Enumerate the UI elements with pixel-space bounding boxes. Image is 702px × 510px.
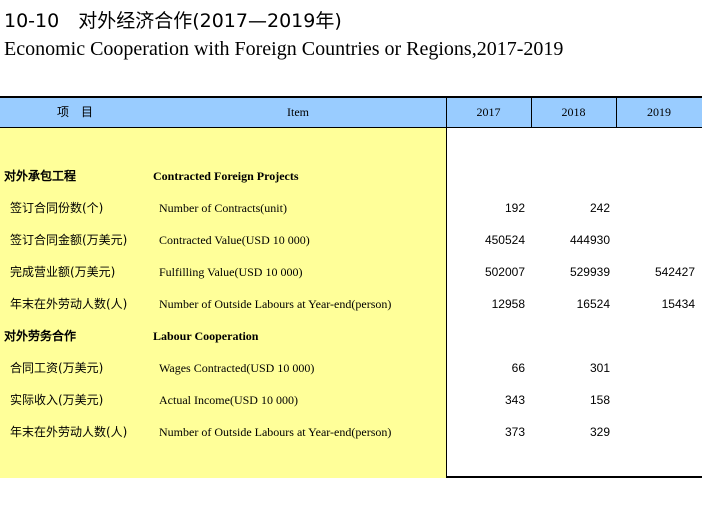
- value-cell-2018: [530, 320, 610, 352]
- value-cell-2018: 444930: [569, 233, 610, 247]
- header-year-2017: 2017: [476, 105, 501, 119]
- section-label-chinese: 对外承包工程: [4, 169, 77, 183]
- value-cell-2017: 66: [511, 361, 525, 375]
- section-label-english: Labour Cooperation: [153, 329, 259, 343]
- row-label-english: Actual Income(USD 10 000): [159, 393, 298, 407]
- value-cell-2017: [445, 320, 525, 352]
- header-year-2019: 2019: [647, 105, 671, 119]
- value-cell-2019: 542427: [654, 265, 695, 279]
- row-label-english: Number of Outside Labours at Year-end(pe…: [159, 297, 392, 311]
- row-label-chinese: 签订合同份数(个): [10, 201, 104, 215]
- section-label-english: Contracted Foreign Projects: [153, 169, 299, 183]
- page-title-chinese: 10-10 对外经济合作(2017—2019年): [4, 10, 342, 32]
- value-cell-2019: [615, 416, 695, 448]
- table-row: 签订合同金额(万美元) Contracted Value(USD 10 000) 4…: [0, 224, 702, 256]
- section-label-chinese: 对外劳务合作: [4, 329, 77, 343]
- value-cell-2019: 15434: [661, 297, 695, 311]
- header-year-2018: 2018: [561, 105, 586, 119]
- row-label-english: Contracted Value(USD 10 000): [159, 233, 310, 247]
- item-column-background: [0, 128, 446, 478]
- table-row: 合同工资(万美元) Wages Contracted(USD 10 000) 66 3…: [0, 352, 702, 384]
- row-label-chinese: 实际收入(万美元): [10, 393, 104, 407]
- value-cell-2019: [615, 352, 695, 384]
- table-header: 项 目 Item 2017 2018 2019: [0, 98, 702, 128]
- value-cell-2017: 373: [504, 425, 525, 439]
- row-label-english: Wages Contracted(USD 10 000): [159, 361, 315, 375]
- divider-2018-2019: [616, 98, 617, 127]
- value-cell-2018: 158: [589, 393, 610, 407]
- value-cell-2019: [615, 320, 695, 352]
- table-row: 完成营业额(万美元) Fulfilling Value(USD 10 000) 50…: [0, 256, 702, 288]
- row-label-chinese: 完成营业额(万美元): [10, 265, 116, 279]
- header-item-english: Item: [287, 105, 309, 119]
- table-row: 实际收入(万美元) Actual Income(USD 10 000) 343 158: [0, 384, 702, 416]
- data-table: 项 目 Item 2017 2018 2019 对外承包工程 Contracted…: [0, 96, 702, 478]
- value-cell-2019: [615, 160, 695, 192]
- header-item-chinese: 项 目: [56, 105, 93, 119]
- divider-item-values: [446, 98, 447, 478]
- value-cell-2017: [445, 160, 525, 192]
- row-label-english: Fulfilling Value(USD 10 000): [159, 265, 303, 279]
- value-cell-2018: [530, 160, 610, 192]
- row-label-chinese: 年末在外劳动人数(人): [10, 425, 128, 439]
- row-label-english: Number of Outside Labours at Year-end(pe…: [159, 425, 392, 439]
- row-label-chinese: 合同工资(万美元): [10, 361, 104, 375]
- value-cell-2018: 16524: [576, 297, 610, 311]
- value-cell-2019: [615, 384, 695, 416]
- table-row: 签订合同份数(个) Number of Contracts(unit) 192 242: [0, 192, 702, 224]
- divider-2017-2018: [531, 98, 532, 127]
- row-label-chinese: 年末在外劳动人数(人): [10, 297, 128, 311]
- row-label-chinese: 签订合同金额(万美元): [10, 233, 128, 247]
- page-title-english: Economic Cooperation with Foreign Countr…: [4, 38, 564, 60]
- value-cell-2017: 12958: [491, 297, 525, 311]
- value-cell-2019: [615, 224, 695, 256]
- value-cell-2017: 502007: [484, 265, 525, 279]
- value-cell-2017: 343: [504, 393, 525, 407]
- value-cell-2017: 192: [504, 201, 525, 215]
- value-cell-2019: [615, 192, 695, 224]
- row-label-english: Number of Contracts(unit): [159, 201, 287, 215]
- value-cell-2018: 301: [589, 361, 610, 375]
- value-cell-2018: 329: [589, 425, 610, 439]
- table-row: 年末在外劳动人数(人) Number of Outside Labours at …: [0, 288, 702, 320]
- section-row: 对外劳务合作 Labour Cooperation: [0, 320, 702, 352]
- section-row: 对外承包工程 Contracted Foreign Projects: [0, 160, 702, 192]
- value-cell-2017: 450524: [484, 233, 525, 247]
- table-row: 年末在外劳动人数(人) Number of Outside Labours at …: [0, 416, 702, 448]
- value-cell-2018: 242: [589, 201, 610, 215]
- value-cell-2018: 529939: [569, 265, 610, 279]
